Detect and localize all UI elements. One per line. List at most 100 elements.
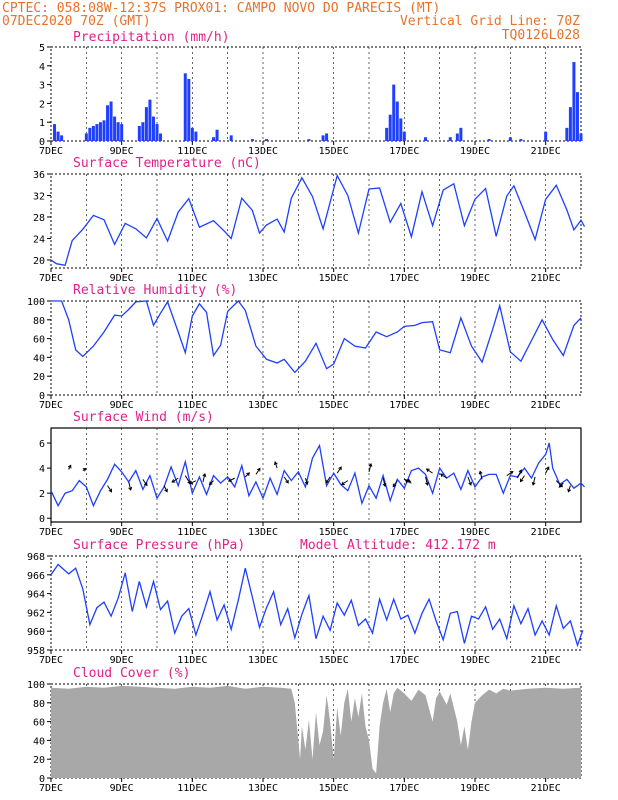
wind-vector (202, 473, 206, 483)
precipitation-bar (250, 139, 254, 141)
precipitation-bar (508, 137, 512, 141)
wind-vector-head (519, 478, 524, 483)
temperature-ytick-label: 28 (33, 213, 45, 224)
wind-vector-head (274, 461, 278, 466)
cloud-xtick-label: 19DEC (460, 783, 490, 794)
precipitation-xtick-label: 17DEC (389, 146, 419, 157)
cloud-xtick-label: 17DEC (389, 783, 419, 794)
wind-vector (304, 477, 308, 485)
wind-vector-head (208, 481, 213, 486)
cloud-ytick-label: 40 (33, 736, 45, 747)
pressure-ytick-label: 964 (27, 590, 45, 601)
wind-vector (189, 480, 197, 485)
temperature-ytick-label: 20 (33, 256, 45, 267)
wind-vector (440, 473, 448, 479)
precipitation-bar (544, 131, 548, 141)
precipitation-bar (137, 125, 141, 141)
precipitation-bar (151, 116, 155, 141)
wind-vector (368, 463, 372, 472)
temperature-xtick-label: 19DEC (460, 273, 490, 284)
cloud-ytick-label: 0 (39, 774, 45, 785)
wind-vector-head (368, 462, 373, 467)
wind-ytick-label: 6 (39, 439, 45, 450)
wind-vector-head (325, 479, 330, 484)
wind-vector (283, 476, 289, 484)
precipitation-bar (392, 84, 396, 141)
precipitation-bar (144, 107, 148, 141)
precipitation-bar (212, 137, 216, 141)
cloud-xtick-label: 15DEC (319, 783, 349, 794)
wind-vector (425, 476, 429, 486)
precipitation-ytick-label: 5 (39, 43, 45, 54)
precipitation-bar (575, 92, 579, 141)
pressure-xtick-label: 13DEC (248, 655, 278, 666)
wind-vector (467, 476, 472, 486)
wind-vector (567, 485, 571, 492)
wind-vector-head (164, 488, 168, 493)
precipitation-bar (399, 118, 403, 141)
wind-xtick-label: 13DEC (248, 527, 278, 538)
humidity-ytick-label: 20 (33, 372, 45, 383)
pressure-annotation: Model Altitude: 412.172 m (300, 538, 496, 553)
precipitation-bar (385, 127, 389, 141)
wind-vector-head (518, 469, 523, 474)
wind-vector-head (285, 479, 289, 484)
precipitation-bar (109, 101, 113, 141)
humidity-xtick-label: 9DEC (110, 400, 134, 411)
cloud-xtick-label: 13DEC (248, 783, 278, 794)
precipitation-bar (229, 135, 233, 141)
wind-vector-head (425, 481, 429, 486)
temperature-title: Surface Temperature (nC) (73, 156, 261, 171)
humidity-ytick-label: 0 (39, 391, 45, 402)
wind-vector (545, 466, 550, 474)
wind-vector-head (509, 471, 514, 475)
wind-vector (128, 481, 132, 491)
header-grid-note: Vertical Grid Line: 70Z (400, 14, 580, 29)
wind-xtick-label: 19DEC (460, 527, 490, 538)
cloud-cover-area (51, 685, 581, 778)
precipitation-bar (116, 122, 120, 141)
humidity-ytick-label: 60 (33, 335, 45, 346)
wind-ytick-label: 0 (39, 514, 45, 525)
wind-xtick-label: 21DEC (531, 527, 561, 538)
precipitation-frame (50, 46, 582, 142)
wind-vector-head (108, 488, 113, 493)
temperature-ytick-label: 36 (33, 170, 45, 181)
wind-vector (255, 468, 261, 475)
precipitation-bar (120, 124, 124, 141)
wind-vector (392, 480, 398, 487)
precipitation-ytick-label: 4 (39, 62, 45, 73)
precipitation-xtick-label: 21DEC (531, 146, 561, 157)
wind-vector (142, 479, 148, 486)
pressure-xtick-label: 11DEC (177, 655, 207, 666)
precipitation-bar (159, 133, 163, 141)
pressure-xtick-label: 21DEC (531, 655, 561, 666)
precipitation-bar (565, 127, 569, 141)
cloud-xtick-label: 11DEC (177, 783, 207, 794)
humidity-xtick-label: 7DEC (39, 400, 63, 411)
wind-vector-head (531, 481, 536, 486)
precipitation-bar (572, 62, 576, 141)
pressure-ytick-label: 958 (27, 646, 45, 657)
wind-vector-head (338, 466, 342, 471)
cloud-xtick-label: 7DEC (39, 783, 63, 794)
temperature-xtick-label: 11DEC (177, 273, 207, 284)
wind-vector-head (558, 484, 563, 488)
precipitation-bar (187, 78, 191, 141)
wind-vector-head (478, 470, 483, 475)
precipitation-bar (53, 124, 57, 141)
precipitation-ytick-label: 3 (39, 81, 45, 92)
temperature-xtick-label: 21DEC (531, 273, 561, 284)
wind-vector (274, 461, 278, 469)
wind-vector-head (171, 479, 176, 483)
wind-vector (405, 479, 412, 484)
pressure-ytick-label: 962 (27, 608, 45, 619)
humidity-xtick-label: 11DEC (177, 400, 207, 411)
wind-vector (184, 475, 191, 484)
wind-vector-head (82, 468, 87, 472)
precipitation-bar (148, 99, 152, 141)
precipitation-bar (113, 116, 117, 141)
wind-vector (506, 471, 514, 477)
precipitation-bar (321, 135, 325, 141)
